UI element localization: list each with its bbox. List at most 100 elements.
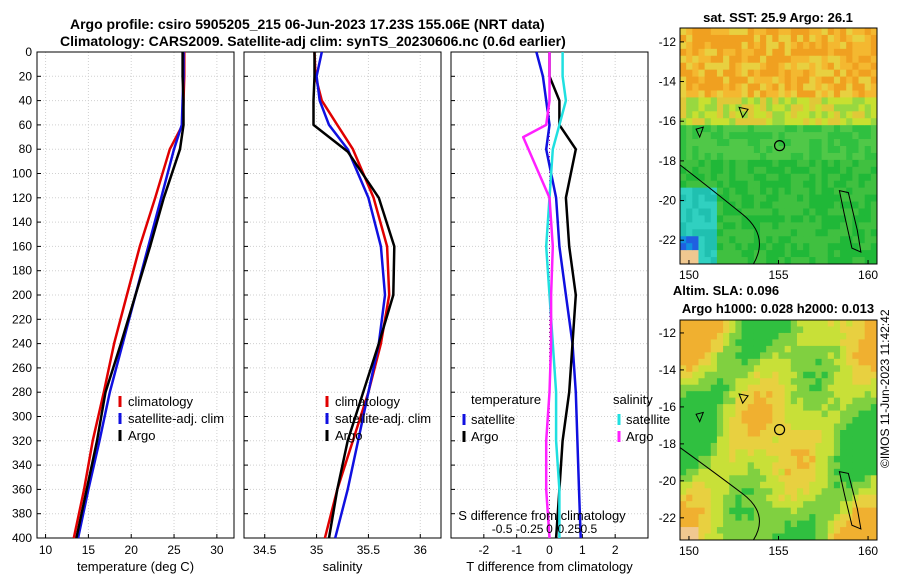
map-cell bbox=[803, 62, 810, 71]
map-cell bbox=[833, 430, 841, 437]
map-cell bbox=[858, 83, 866, 91]
map-cell bbox=[778, 222, 786, 230]
map-cell bbox=[692, 236, 699, 244]
map-cell bbox=[864, 187, 872, 195]
map-cell bbox=[809, 397, 816, 405]
map-cell bbox=[796, 494, 804, 502]
map-cell bbox=[840, 404, 847, 411]
map-cell bbox=[852, 430, 859, 437]
map-cell bbox=[735, 180, 742, 189]
map-cell bbox=[692, 507, 699, 515]
map-cell bbox=[729, 378, 736, 386]
map-cell bbox=[772, 391, 779, 399]
map-cell bbox=[760, 527, 767, 534]
map-cell bbox=[852, 397, 859, 405]
map-cell bbox=[686, 146, 693, 154]
map-cell bbox=[753, 111, 761, 119]
map-cell bbox=[790, 436, 798, 444]
map-cell bbox=[692, 339, 699, 347]
map-cell bbox=[753, 132, 761, 140]
map-cell bbox=[790, 166, 798, 175]
map-cell bbox=[790, 34, 798, 43]
map-cell bbox=[692, 48, 699, 57]
map-cell bbox=[803, 501, 810, 509]
map-cell bbox=[698, 320, 706, 327]
map-cell bbox=[870, 488, 878, 496]
map-cell bbox=[809, 481, 816, 489]
map-cell bbox=[809, 514, 816, 521]
map-cell bbox=[760, 430, 767, 437]
map-cell bbox=[710, 358, 718, 366]
x-tick-label: 2 bbox=[612, 543, 619, 557]
map-cell bbox=[753, 384, 761, 392]
map-cell bbox=[815, 449, 822, 457]
map-cell bbox=[809, 345, 816, 353]
map-cell bbox=[760, 345, 767, 353]
map-cell bbox=[840, 332, 847, 340]
map-cell bbox=[723, 125, 730, 133]
map-cell bbox=[710, 365, 718, 373]
map-cell bbox=[870, 104, 878, 112]
map-cell bbox=[680, 118, 687, 126]
map-cell bbox=[815, 166, 822, 175]
map-cell bbox=[778, 520, 786, 528]
map-cell bbox=[686, 55, 693, 64]
map-cell bbox=[772, 208, 779, 216]
map-cell bbox=[766, 345, 773, 353]
map-cell bbox=[710, 527, 718, 534]
map-cell bbox=[753, 215, 761, 223]
map-cell bbox=[704, 69, 712, 77]
map-cell bbox=[864, 462, 872, 470]
map-cell bbox=[680, 97, 687, 105]
map-cell bbox=[827, 250, 835, 258]
map-cell bbox=[686, 352, 693, 360]
map-cell bbox=[846, 55, 853, 64]
map-cell bbox=[790, 215, 798, 223]
series-line-satellite-adj-clim bbox=[315, 51, 387, 539]
map-cell bbox=[729, 520, 736, 528]
map-cell bbox=[852, 201, 859, 209]
map-cell bbox=[698, 488, 706, 496]
map-cell bbox=[784, 455, 792, 463]
map-cell bbox=[692, 332, 699, 340]
y-tick-label: 220 bbox=[12, 312, 32, 326]
map-cell bbox=[778, 533, 786, 541]
map-cell bbox=[772, 111, 779, 119]
map-cell bbox=[735, 501, 742, 509]
map-cell bbox=[692, 417, 699, 424]
map-cell bbox=[803, 378, 810, 386]
map-cell bbox=[803, 527, 810, 534]
map-cell bbox=[833, 194, 841, 202]
map-cell bbox=[760, 494, 767, 502]
map-cell bbox=[858, 384, 866, 392]
map-cell bbox=[698, 332, 706, 340]
map-cell bbox=[858, 146, 866, 154]
series-line-argo bbox=[312, 52, 396, 539]
map-cell bbox=[790, 104, 798, 112]
map-cell bbox=[716, 332, 724, 340]
map-cell bbox=[840, 514, 847, 521]
map-cell bbox=[723, 514, 730, 521]
map-cell bbox=[833, 507, 841, 515]
map-cell bbox=[760, 28, 767, 36]
map-cell bbox=[710, 520, 718, 528]
map-cell bbox=[790, 358, 798, 366]
map-cell bbox=[753, 378, 761, 386]
map-cell bbox=[753, 417, 761, 424]
map-sla-map bbox=[680, 320, 878, 541]
map-cell bbox=[852, 118, 859, 126]
map-cell bbox=[710, 507, 718, 515]
x-tick-label: 0 bbox=[546, 543, 553, 557]
map-cell bbox=[852, 455, 859, 463]
map-cell bbox=[833, 410, 841, 418]
map-cell bbox=[747, 208, 755, 216]
map-cell bbox=[710, 90, 718, 98]
map-cell bbox=[686, 132, 693, 140]
map-cell bbox=[803, 132, 810, 140]
map-cell bbox=[686, 417, 693, 424]
map-cell bbox=[778, 378, 786, 386]
map-cell bbox=[833, 250, 841, 258]
map-cell bbox=[833, 166, 841, 175]
map-cell bbox=[766, 222, 773, 230]
map-cell bbox=[766, 104, 773, 112]
